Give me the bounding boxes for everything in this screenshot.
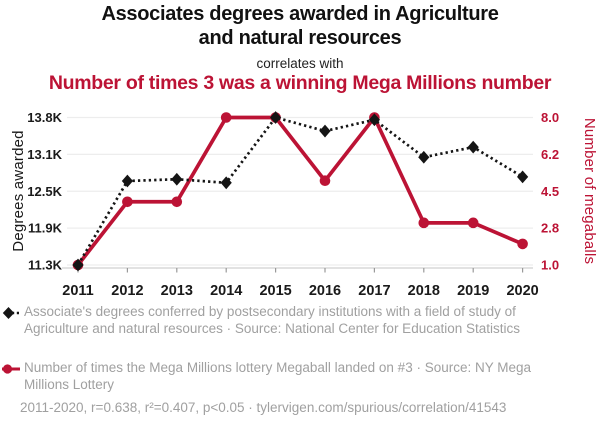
y-tick-right: 1.0 — [541, 258, 559, 273]
subtitle-red: Number of times 3 was a winning Mega Mil… — [48, 72, 552, 94]
marker-circle — [467, 217, 479, 229]
marker-diamond — [467, 140, 479, 154]
marker-circle — [319, 175, 331, 187]
x-tick-label: 2011 — [62, 283, 93, 299]
marker-circle — [517, 238, 528, 250]
right-axis-title: Number of megaballs — [581, 118, 598, 264]
megaballs-legend-icon — [2, 364, 20, 374]
legend-label-degrees: Associate's degrees conferred by postsec… — [24, 304, 520, 336]
title-line-1: Associates degrees awarded in Agricultur… — [101, 3, 499, 25]
marker-diamond — [121, 174, 133, 188]
y-tick-left: 11.9K — [28, 221, 63, 236]
y-tick-right: 6.2 — [541, 147, 559, 162]
marker-diamond — [270, 111, 282, 124]
series-line-black — [76, 116, 524, 266]
marker-circle — [122, 196, 133, 208]
x-tick-label: 2016 — [309, 283, 341, 299]
marker-diamond — [72, 258, 84, 272]
x-tick-label: 2015 — [259, 283, 291, 299]
marker-diamond — [319, 124, 331, 138]
x-tick-label: 2019 — [457, 283, 489, 299]
marker-circle — [418, 217, 430, 229]
correlation-chart: 13.8K 8.0 13.1K 6.2 12.5K 4.5 11.9K 2.8 11.3K 1.0… — [10, 110, 598, 299]
left-axis-title: Degrees awarded — [10, 130, 27, 251]
title-line-2: and natural resources — [198, 26, 402, 49]
x-tick-label: 2012 — [111, 283, 143, 299]
page-title: Associates degrees awarded in Agricultur… — [0, 3, 600, 50]
x-tick-label: 2013 — [161, 283, 193, 299]
marker-diamond — [368, 113, 380, 127]
marker-circle — [171, 196, 183, 208]
marker-diamond — [220, 176, 232, 190]
y-tick-left: 12.5K — [27, 184, 62, 199]
marker-diamond — [517, 170, 529, 184]
y-tick-left: 13.1K — [27, 147, 62, 162]
y-tick-right: 8.0 — [541, 110, 559, 125]
correlates-with-label: correlates with — [256, 56, 344, 71]
stats-and-source-line: 2011-2020, r=0.638, r²=0.407, p<0.05 · t… — [20, 400, 507, 415]
x-tick-label: 2017 — [358, 283, 390, 299]
marker-diamond — [171, 172, 183, 186]
legend-item-megaballs: Number of times the Mega Millions lotter… — [2, 360, 536, 393]
series-line-red — [76, 115, 524, 267]
marker-diamond — [418, 150, 430, 164]
y-tick-left: 13.8K — [27, 110, 62, 125]
y-tick-right: 4.5 — [541, 184, 559, 199]
marker-circle — [220, 112, 232, 123]
legend-label-megaballs: Number of times the Mega Millions lotter… — [24, 360, 532, 392]
degrees-legend-icon — [2, 307, 20, 319]
legend-item-degrees: Associate's degrees conferred by postsec… — [2, 304, 536, 337]
x-tick-label: 2014 — [210, 283, 242, 299]
y-tick-right: 2.8 — [541, 221, 559, 236]
x-tick-label: 2020 — [506, 283, 538, 299]
x-tick-label: 2018 — [408, 283, 440, 299]
y-tick-left: 11.3K — [28, 258, 63, 273]
chart-plot-area: 13.8K 8.0 13.1K 6.2 12.5K 4.5 11.9K 2.8 11.3K 1.0… — [27, 110, 559, 299]
